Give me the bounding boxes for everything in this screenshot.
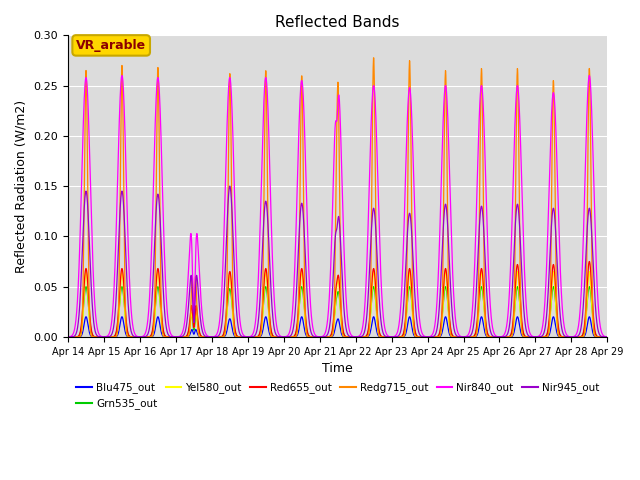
Grn535_out <box>64 334 72 340</box>
Line: Nir945_out: Nir945_out <box>68 186 607 337</box>
Redg715_out <box>294 310 302 315</box>
Nir840_out <box>125 278 133 284</box>
Nir945_out <box>271 329 279 335</box>
Redg715_out <box>271 334 278 340</box>
Nir840_out <box>604 334 611 340</box>
Blu475_out <box>158 331 166 336</box>
Blu475_out <box>294 329 302 335</box>
Redg715_out <box>125 334 133 340</box>
Nir840_out <box>294 150 302 156</box>
Grn535_out <box>271 334 279 340</box>
Nir945_out <box>604 334 611 340</box>
Yel580_out <box>294 318 302 324</box>
Blu475_out <box>126 334 134 340</box>
Line: Red655_out: Red655_out <box>68 262 607 337</box>
Red655_out <box>125 333 133 339</box>
Red655_out <box>157 310 165 315</box>
Yel580_out <box>82 269 90 275</box>
Title: Reflected Bands: Reflected Bands <box>275 15 400 30</box>
Grn535_out <box>535 334 543 340</box>
Redg715_out <box>593 334 601 340</box>
Grn535_out <box>593 334 601 339</box>
Red655_out <box>294 308 302 314</box>
Blu475_out <box>535 334 543 340</box>
Red655_out <box>271 334 278 340</box>
Nir945_out <box>294 247 302 253</box>
Text: VR_arable: VR_arable <box>76 39 147 52</box>
Redg715_out <box>64 334 72 340</box>
Yel580_out <box>604 334 611 340</box>
Nir840_out <box>593 277 601 283</box>
Line: Redg715_out: Redg715_out <box>68 58 607 337</box>
X-axis label: Time: Time <box>323 362 353 375</box>
Nir945_out <box>593 320 601 325</box>
Nir945_out <box>125 318 133 324</box>
Nir840_out <box>586 72 593 78</box>
Legend: Blu475_out, Grn535_out, Yel580_out, Red655_out, Redg715_out, Nir840_out, Nir945_: Blu475_out, Grn535_out, Yel580_out, Red6… <box>72 378 604 414</box>
Blu475_out <box>604 334 611 340</box>
Yel580_out <box>64 334 72 340</box>
Red655_out <box>604 334 611 340</box>
Line: Blu475_out: Blu475_out <box>68 317 607 337</box>
Grn535_out <box>126 334 134 339</box>
Nir840_out <box>64 334 72 340</box>
Redg715_out <box>604 334 611 340</box>
Yel580_out <box>158 324 166 329</box>
Yel580_out <box>593 334 601 340</box>
Nir840_out <box>271 305 278 311</box>
Nir945_out <box>64 334 72 340</box>
Line: Yel580_out: Yel580_out <box>68 272 607 337</box>
Nir840_out <box>535 333 543 339</box>
Nir945_out <box>157 248 165 254</box>
Red655_out <box>586 259 593 264</box>
Y-axis label: Reflected Radiation (W/m2): Reflected Radiation (W/m2) <box>15 99 28 273</box>
Blu475_out <box>593 334 601 340</box>
Redg715_out <box>157 312 165 318</box>
Grn535_out <box>82 284 90 289</box>
Grn535_out <box>294 313 302 319</box>
Nir945_out <box>535 334 543 340</box>
Red655_out <box>535 334 543 340</box>
Grn535_out <box>158 318 166 324</box>
Yel580_out <box>126 334 134 340</box>
Grn535_out <box>604 334 611 340</box>
Line: Nir840_out: Nir840_out <box>68 75 607 337</box>
Yel580_out <box>535 334 543 340</box>
Nir840_out <box>157 152 165 157</box>
Yel580_out <box>271 334 279 340</box>
Red655_out <box>593 333 601 339</box>
Red655_out <box>64 334 72 340</box>
Blu475_out <box>82 314 90 320</box>
Redg715_out <box>370 55 378 60</box>
Nir945_out <box>226 183 234 189</box>
Line: Grn535_out: Grn535_out <box>68 287 607 337</box>
Blu475_out <box>271 334 279 340</box>
Redg715_out <box>535 334 543 340</box>
Blu475_out <box>64 334 72 340</box>
